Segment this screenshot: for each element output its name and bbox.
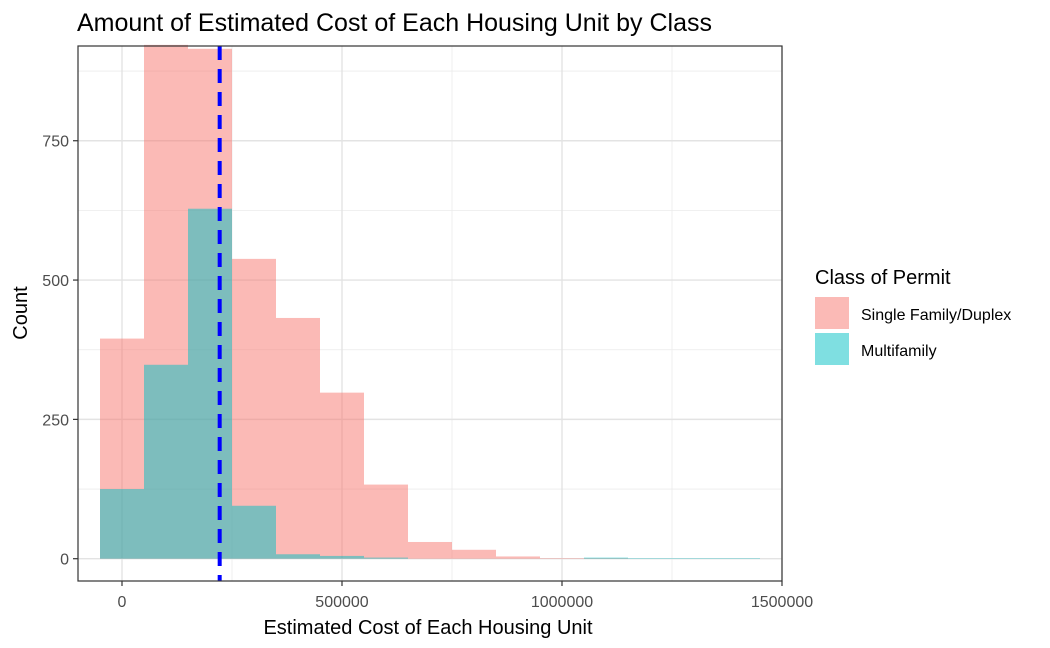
bar-multifamily — [628, 558, 672, 559]
bar-single-family — [452, 549, 496, 559]
x-tick-label: 500000 — [315, 594, 368, 611]
bar-multifamily — [672, 558, 716, 559]
bar-multifamily — [144, 364, 188, 559]
bar-multifamily — [584, 557, 628, 559]
y-tick-label: 0 — [60, 552, 69, 569]
legend-key-multifamily — [815, 333, 849, 365]
x-axis-title: Estimated Cost of Each Housing Unit — [263, 617, 592, 639]
legend-key-single-family — [815, 297, 849, 329]
chart-title: Amount of Estimated Cost of Each Housing… — [77, 9, 712, 37]
y-tick-label: 750 — [42, 134, 69, 151]
legend-title: Class of Permit — [815, 267, 951, 289]
legend-label-multifamily: Multifamily — [861, 343, 937, 360]
legend: Class of Permit Single Family/Duplex Mul… — [815, 267, 1011, 365]
bars-multifamily — [100, 208, 760, 559]
plot-panel-border — [77, 45, 783, 582]
bar-single-family — [276, 317, 320, 559]
bar-multifamily — [188, 208, 232, 559]
y-axis-title: Count — [10, 286, 32, 340]
bar-single-family — [320, 392, 364, 559]
x-tick-label: 0 — [118, 594, 127, 611]
bar-single-family — [540, 558, 584, 559]
legend-label-single-family: Single Family/Duplex — [861, 307, 1011, 324]
bar-multifamily — [320, 555, 364, 559]
bar-multifamily — [364, 557, 408, 559]
x-tick-label: 1500000 — [751, 594, 813, 611]
bar-single-family — [496, 556, 540, 559]
y-axis-ticks: 0 250 500 750 — [42, 134, 78, 569]
y-tick-label: 500 — [42, 273, 69, 290]
x-tick-label: 1000000 — [531, 594, 593, 611]
bar-multifamily — [100, 489, 144, 559]
bar-multifamily — [716, 558, 760, 559]
bar-multifamily — [232, 505, 276, 559]
bar-single-family — [408, 541, 452, 559]
bar-multifamily — [276, 554, 320, 559]
bar-single-family — [364, 484, 408, 559]
y-tick-label: 250 — [42, 412, 69, 429]
x-axis-ticks: 0 500000 1000000 1500000 — [118, 581, 813, 611]
